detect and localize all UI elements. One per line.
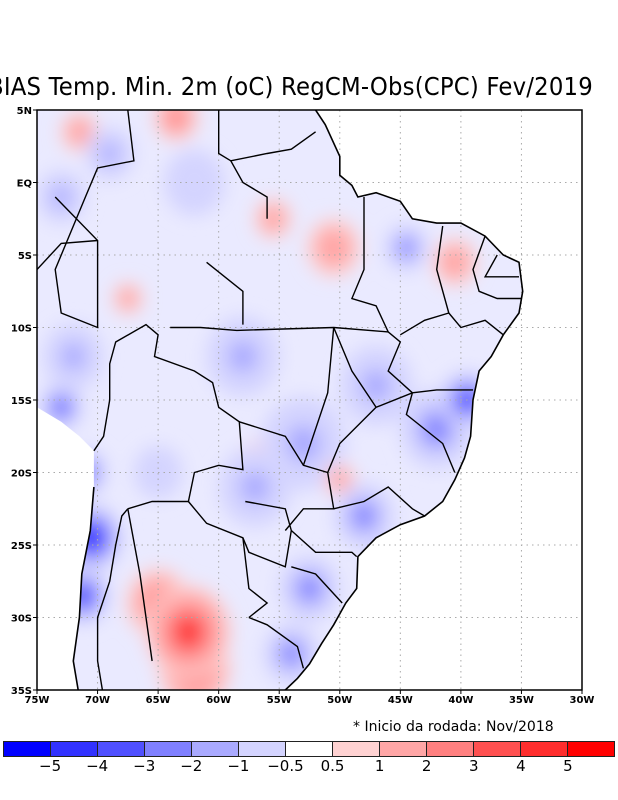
border-line [248, 616, 305, 669]
colorbar-swatch [333, 742, 380, 756]
colorbar-label: −0.5 [267, 757, 304, 775]
anomaly-contour [361, 369, 391, 402]
border-line [333, 486, 425, 517]
lat-tick-label: 10S [11, 324, 32, 335]
anomaly-contour [282, 644, 300, 664]
border-line [290, 529, 358, 558]
border-line [405, 392, 456, 473]
anomaly-contour [100, 143, 120, 164]
border-line [206, 261, 244, 325]
anomaly-contour [300, 578, 319, 599]
border-line [472, 235, 522, 300]
lon-tick-label: 70W [85, 695, 110, 706]
lat-tick-label: 5S [18, 251, 32, 262]
colorbar-label: 1 [374, 757, 385, 775]
colorbar [3, 741, 615, 757]
colorbar-swatch [521, 742, 568, 756]
lon-tick-label: 30W [570, 695, 595, 706]
colorbar-swatch [192, 742, 239, 756]
lon-tick-label: 65W [146, 695, 171, 706]
lon-tick-label: 55W [267, 695, 292, 706]
anomaly-contour [323, 236, 345, 260]
anomaly-contour [51, 186, 71, 208]
colorbar-label: 4 [516, 757, 526, 775]
run-start-note: * Inicio da rodada: Nov/2018 [353, 719, 554, 735]
colorbar-label: −1 [227, 757, 250, 775]
border-line [230, 160, 268, 219]
border-line [187, 500, 293, 568]
border-line [291, 566, 343, 604]
colorbar-label: 3 [468, 757, 479, 775]
anomaly-contour [61, 343, 86, 370]
anomaly-contour [122, 292, 134, 305]
colorbar-label: 2 [421, 757, 432, 775]
colorbar-label: −2 [180, 757, 203, 775]
anomaly-contour [177, 163, 212, 202]
lat-tick-label: 5N [17, 106, 32, 117]
lat-tick-label: EQ [17, 179, 32, 190]
coastline [72, 110, 524, 690]
colorbar-label: 5 [563, 757, 573, 775]
lat-tick-label: 20S [11, 469, 32, 480]
border-line [399, 312, 450, 336]
anomaly-contour [55, 401, 67, 414]
colorbar-label: 0.5 [320, 757, 345, 775]
border-line [302, 327, 335, 466]
anomaly-contour [399, 240, 413, 255]
colorbar-swatch [474, 742, 521, 756]
border-line [96, 508, 129, 690]
colorbar-swatch [145, 742, 192, 756]
anomaly-contour [179, 622, 198, 642]
border-line [218, 110, 317, 162]
colorbar-label: −5 [39, 757, 62, 775]
lat-tick-label: 35S [11, 686, 32, 697]
border-line [170, 326, 389, 333]
colorbar-swatch [98, 742, 145, 756]
border-line [54, 110, 135, 329]
lat-tick-label: 25S [11, 541, 32, 552]
border-line [37, 239, 98, 272]
border-line [333, 327, 473, 409]
anomaly-contour [169, 110, 183, 125]
colorbar-swatch [239, 742, 286, 756]
border-line [435, 225, 504, 336]
border-line [483, 254, 519, 278]
colorbar-swatch [427, 742, 474, 756]
lon-tick-label: 35W [509, 695, 534, 706]
colorbar-label: −4 [86, 757, 109, 775]
anomaly-contour [446, 252, 464, 272]
colorbar-swatch [4, 742, 51, 756]
state-borders [37, 110, 522, 690]
anomaly-contour [425, 416, 448, 442]
border-line [127, 508, 153, 662]
border-line [350, 197, 413, 394]
lat-tick-label: 15S [11, 396, 32, 407]
border-line [242, 537, 269, 619]
anomaly-contour [354, 505, 374, 527]
lon-tick-label: 50W [327, 695, 352, 706]
lat-tick-label: 30S [11, 614, 32, 625]
lon-tick-label: 40W [448, 695, 473, 706]
chart-title: BIAS Temp. Min. 2m (oC) RegCM-Obs(CPC) F… [0, 72, 593, 101]
anomaly-contour [240, 471, 270, 503]
border-line [327, 406, 377, 473]
colorbar-swatch [380, 742, 427, 756]
anomaly-contour [266, 210, 281, 227]
anomaly-contour [72, 123, 87, 140]
anomaly-contour [228, 340, 258, 373]
lon-tick-label: 75W [25, 695, 50, 706]
lon-tick-label: 45W [388, 695, 413, 706]
lon-tick-label: 60W [206, 695, 231, 706]
colorbar-swatch [51, 742, 98, 756]
colorbar-label: −3 [133, 757, 156, 775]
colorbar-swatch [568, 742, 614, 756]
colorbar-swatch [286, 742, 333, 756]
